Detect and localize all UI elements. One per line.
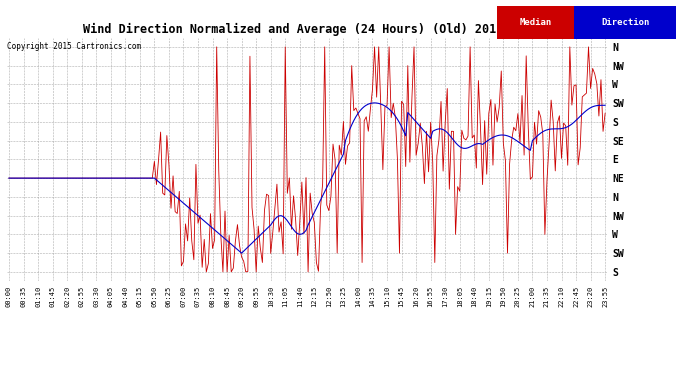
FancyBboxPatch shape bbox=[574, 6, 676, 39]
Text: Median: Median bbox=[520, 18, 551, 27]
Text: Copyright 2015 Cartronics.com: Copyright 2015 Cartronics.com bbox=[7, 42, 141, 51]
Title: Wind Direction Normalized and Average (24 Hours) (Old) 20150628: Wind Direction Normalized and Average (2… bbox=[83, 23, 531, 36]
Text: Direction: Direction bbox=[601, 18, 649, 27]
FancyBboxPatch shape bbox=[497, 6, 574, 39]
